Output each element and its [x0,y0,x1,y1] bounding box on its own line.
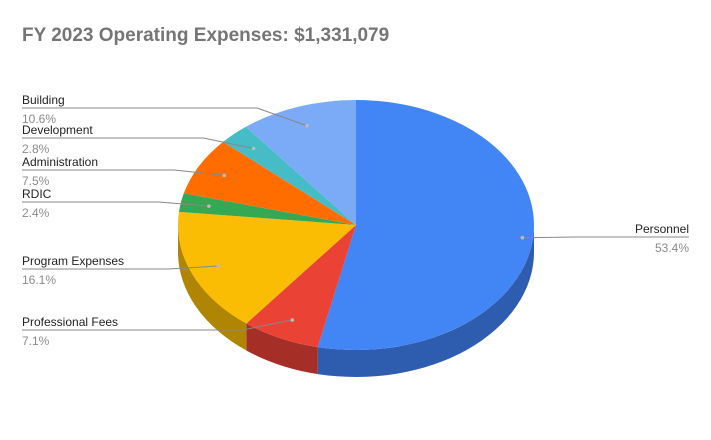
slice-percent-development: 2.8% [22,142,50,156]
pie-side-professional-fees [246,323,318,375]
leader-dot-administration [222,173,227,178]
leader-line-professional-fees [22,319,293,331]
slice-label-program-expenses: Program Expenses [22,254,124,268]
leader-dot-personnel [520,235,525,240]
pie-side-program-expenses [178,225,247,351]
pie-slice-personnel [317,100,534,350]
pie-sides [178,225,534,378]
leader-line-development [22,137,254,149]
leader-dot-building [305,123,309,128]
slice-percent-building: 10.6% [22,112,56,126]
slice-label-building: Building [22,93,65,107]
leader-line-rdic [22,201,209,207]
pie-side-personnel [317,225,534,378]
leader-line-building [22,107,308,127]
slice-percent-personnel: 53.4% [655,241,689,255]
leader-line-program-expenses [22,265,219,270]
leader-line-administration [22,169,225,176]
slice-label-rdic: RDIC [22,187,52,201]
leader-dot-development [251,146,256,151]
pie-slices [178,100,534,350]
slice-percent-rdic: 2.4% [22,206,50,220]
slice-percent-administration: 7.5% [22,174,50,188]
pie-slice-administration [183,141,356,225]
leader-line-personnel [522,236,689,239]
pie-slice-program-expenses [178,211,356,324]
slice-label-administration: Administration [22,155,98,169]
chart-title: FY 2023 Operating Expenses: $1,331,079 [22,25,389,46]
pie-slice-development [223,126,356,225]
slice-percent-professional-fees: 7.1% [22,334,50,348]
slice-percent-program-expenses: 16.1% [22,273,56,287]
slice-label-development: Development [22,123,93,137]
slice-label-personnel: Personnel [635,222,689,236]
pie-slice-rdic [178,193,356,225]
pie-slice-building [245,100,356,225]
leader-dot-program-expenses [216,264,221,268]
pie-labels: Personnel 53.4% Professional Fees 7.1% Progr… [22,93,689,348]
slice-label-professional-fees: Professional Fees [22,315,118,329]
leader-dot-professional-fees [290,318,295,322]
pie-slice-professional-fees [246,225,356,348]
leader-dot-rdic [207,204,211,208]
